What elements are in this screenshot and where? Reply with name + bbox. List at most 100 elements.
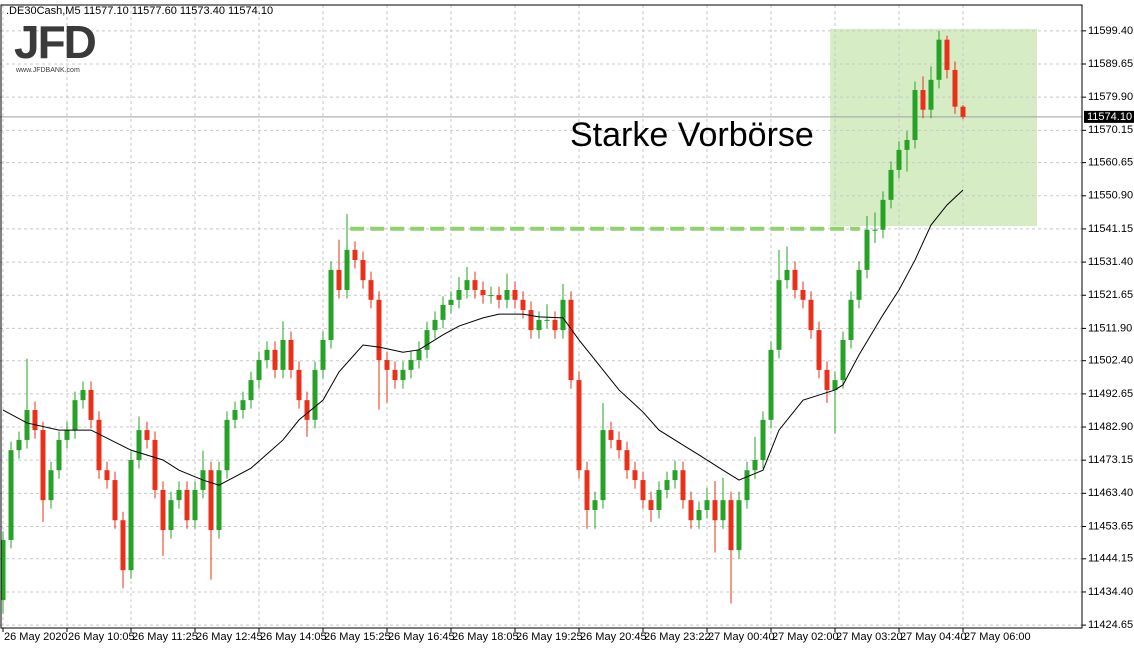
- candle-body: [352, 249, 358, 261]
- x-tick-label: 26 May 11:25: [132, 631, 198, 643]
- candle-body: [632, 470, 638, 481]
- candle-body: [72, 400, 78, 431]
- y-tick-label: 11550.90: [1088, 190, 1133, 202]
- candle-body: [96, 419, 102, 471]
- candle-body: [488, 295, 494, 297]
- candle-body: [656, 489, 662, 510]
- candle-body: [144, 430, 150, 440]
- x-tick-label: 26 May 14:05: [260, 631, 327, 643]
- y-tick-label: 11531.40: [1088, 256, 1133, 268]
- candle-body: [392, 369, 398, 381]
- candle-body: [232, 410, 238, 420]
- candle-body: [320, 339, 326, 370]
- candle-body: [304, 400, 310, 420]
- logo: JFD: [14, 16, 96, 68]
- candle-body: [904, 140, 910, 150]
- candle-body: [176, 489, 182, 501]
- background: [830, 28, 1037, 227]
- candle-body: [864, 229, 870, 270]
- candle-body: [152, 439, 158, 490]
- candle-body: [264, 349, 270, 361]
- candle-body: [120, 520, 126, 571]
- candle-body: [688, 500, 694, 521]
- candle-body: [528, 310, 534, 331]
- candle-body: [248, 380, 254, 401]
- candle-body: [768, 349, 774, 420]
- candle-body: [480, 289, 486, 296]
- candle-body: [168, 500, 174, 531]
- candle-body: [888, 169, 894, 200]
- candle-body: [760, 419, 766, 461]
- candle-body: [960, 106, 966, 117]
- y-tick-label: 11570.15: [1088, 124, 1133, 136]
- candle-body: [296, 369, 302, 401]
- candle-body: [344, 249, 350, 290]
- candle-body: [64, 430, 70, 440]
- candle-body: [560, 299, 566, 331]
- y-tick-label: 11579.90: [1088, 91, 1133, 103]
- candle-body: [568, 299, 574, 381]
- x-tick-label: 26 May 15:25: [324, 631, 391, 643]
- candle-body: [424, 330, 430, 350]
- candle-body: [56, 439, 62, 471]
- x-tick-label: 27 May 00:40: [708, 631, 775, 643]
- y-tick-label: 11453.65: [1088, 520, 1133, 532]
- candle-body: [736, 500, 742, 551]
- candle-body: [792, 269, 798, 290]
- candle-body: [408, 360, 414, 370]
- candle-body: [576, 380, 582, 471]
- candle-body: [400, 369, 406, 381]
- candle-body: [456, 289, 462, 300]
- candle-body: [24, 410, 30, 440]
- candle-body: [672, 470, 678, 481]
- candle-body: [832, 380, 838, 390]
- candle-body: [32, 410, 38, 431]
- candle-body: [240, 400, 246, 411]
- candle-body: [536, 319, 542, 331]
- y-tick-label: 11444.15: [1088, 553, 1133, 565]
- candle-body: [640, 480, 646, 501]
- y-tick-label: 11541.15: [1088, 223, 1133, 235]
- candle-body: [800, 289, 806, 300]
- candle-body: [368, 280, 374, 300]
- x-tick-label: 27 May 04:40: [900, 631, 967, 643]
- candle-body: [664, 480, 670, 490]
- y-tick-label: 11589.65: [1088, 58, 1133, 70]
- candle-body: [328, 269, 334, 340]
- candle-body: [416, 349, 422, 361]
- annotation: Starke Vorbörse: [570, 116, 814, 154]
- candle-body: [840, 339, 846, 381]
- candle-body: [80, 389, 86, 401]
- candle-body: [752, 460, 758, 471]
- candle-body: [0, 539, 6, 601]
- candle-body: [192, 489, 198, 521]
- candle-body: [16, 439, 22, 451]
- candle-body: [944, 39, 950, 70]
- candle-body: [920, 90, 926, 110]
- candle-body: [472, 280, 478, 290]
- candle-body: [680, 470, 686, 501]
- plot-frame: [0, 4, 1083, 629]
- y-tick-label: 11463.40: [1088, 487, 1133, 499]
- x-tick-label: 26 May 2020: [4, 631, 68, 643]
- candle-body: [40, 430, 46, 501]
- candle-body: [376, 299, 382, 361]
- candle-body: [504, 289, 510, 300]
- y-tick-label: 11492.65: [1088, 388, 1133, 400]
- candle-body: [728, 500, 734, 551]
- y-tick-label: 11521.65: [1088, 289, 1133, 301]
- candle-body: [648, 500, 654, 510]
- candle-body: [104, 470, 110, 481]
- candle-body: [384, 360, 390, 370]
- candle-body: [584, 470, 590, 510]
- candle-body: [912, 90, 918, 141]
- y-tick-label: 11511.90: [1088, 322, 1132, 334]
- candle-body: [496, 295, 502, 300]
- candle-body: [88, 389, 94, 420]
- plot: [0, 30, 1082, 614]
- candle-body: [8, 450, 14, 540]
- candle-body: [512, 289, 518, 300]
- x-tick-label: 26 May 10:05: [68, 631, 135, 643]
- candle-body: [816, 330, 822, 370]
- current-price-label: 11574.10: [1087, 111, 1132, 123]
